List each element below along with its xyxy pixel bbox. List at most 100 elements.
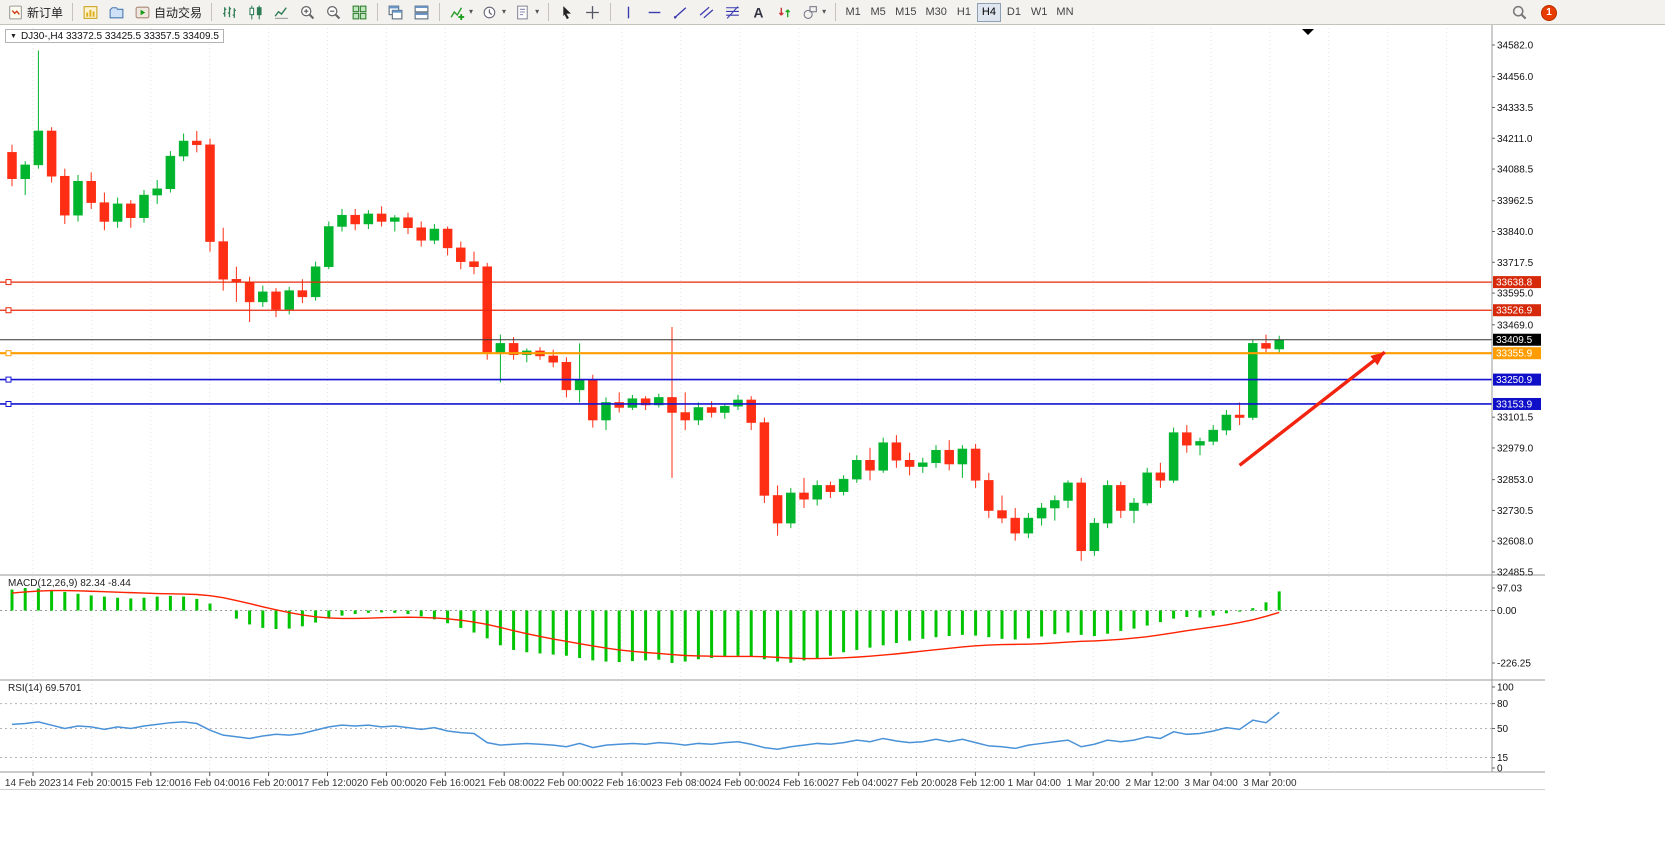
candle-body bbox=[693, 407, 704, 421]
candle-body bbox=[997, 510, 1007, 519]
candle-body bbox=[390, 217, 400, 222]
candle-body bbox=[231, 279, 242, 283]
horizontal-line-button[interactable] bbox=[642, 2, 667, 23]
profiles-button[interactable] bbox=[104, 2, 129, 23]
candle-body bbox=[561, 361, 572, 391]
price-line-handle[interactable] bbox=[5, 400, 12, 407]
timeframe-h4-button[interactable]: H4 bbox=[976, 2, 1001, 22]
timeframe-w1-button[interactable]: W1 bbox=[1027, 3, 1052, 22]
timeframe-m1-button[interactable]: M1 bbox=[841, 3, 865, 22]
trend-arrow-head[interactable] bbox=[1370, 352, 1385, 366]
time-axis-label: 27 Feb 04:00 bbox=[828, 778, 887, 789]
vertical-line-button[interactable] bbox=[616, 2, 641, 23]
periods-button[interactable]: ▾ bbox=[478, 2, 510, 23]
line-chart-icon bbox=[274, 6, 288, 19]
price-badge bbox=[1493, 373, 1541, 386]
candle-body bbox=[772, 495, 783, 524]
price-badge bbox=[1493, 347, 1541, 360]
shapes-tool-button[interactable]: ▾ bbox=[798, 2, 830, 23]
candle-body bbox=[640, 398, 651, 406]
timeframe-mn-button[interactable]: MN bbox=[1052, 3, 1077, 22]
candlestick-chart-button[interactable] bbox=[243, 2, 268, 23]
crosshair-button[interactable] bbox=[580, 2, 605, 23]
timeframe-m5-button[interactable]: M5 bbox=[866, 3, 890, 22]
notification-badge[interactable]: 1 bbox=[1541, 4, 1557, 21]
price-axis-label: 32979.0 bbox=[1497, 443, 1534, 454]
chart-dropdown-icon: ▼ bbox=[10, 32, 17, 40]
macd-signal-line bbox=[11, 589, 1280, 660]
price-line-handle[interactable] bbox=[5, 350, 12, 357]
timeframe-d1-button[interactable]: D1 bbox=[1002, 3, 1026, 22]
tile-horizontal-button[interactable] bbox=[409, 2, 434, 23]
candle-body bbox=[548, 355, 558, 363]
candle-body bbox=[20, 164, 30, 179]
cascade-windows-button[interactable] bbox=[383, 2, 408, 23]
rsi-axis-label: 100 bbox=[1497, 683, 1514, 694]
search-button[interactable] bbox=[1507, 2, 1532, 23]
price-axis-label: 32853.0 bbox=[1497, 475, 1534, 486]
symbol-info[interactable]: ▼ DJ30-,H4 33372.5 33425.5 33357.5 33409… bbox=[5, 29, 224, 43]
price-axis-label: 32730.5 bbox=[1497, 506, 1534, 517]
candle-body bbox=[376, 213, 387, 222]
zoom-in-button[interactable] bbox=[295, 2, 320, 23]
price-line-handle[interactable] bbox=[5, 307, 12, 314]
candle-body bbox=[812, 485, 822, 500]
time-axis-label: 1 Mar 04:00 bbox=[1008, 778, 1062, 789]
candle-body bbox=[1076, 482, 1086, 552]
toolbar-separator bbox=[72, 3, 74, 21]
autotrading-button[interactable]: 自动交易 bbox=[130, 2, 206, 23]
cursor-icon bbox=[563, 5, 572, 19]
channel-button[interactable] bbox=[694, 2, 719, 23]
candle-body bbox=[1050, 500, 1060, 509]
trendline-button[interactable] bbox=[668, 2, 693, 23]
timeframe-h1-button[interactable]: H1 bbox=[952, 3, 976, 22]
candle-body bbox=[825, 485, 836, 492]
svg-text:A: A bbox=[754, 4, 764, 20]
fibonacci-button[interactable] bbox=[720, 2, 745, 23]
rsi-axis-label: 50 bbox=[1497, 724, 1509, 735]
candle-body bbox=[112, 203, 123, 222]
main-toolbar: 新订单 自动交易 ▾ ▾ ▾ bbox=[0, 0, 1665, 25]
tile-windows-icon bbox=[352, 5, 367, 19]
price-line-handle[interactable] bbox=[5, 279, 12, 286]
chart-shift-marker[interactable] bbox=[1302, 29, 1314, 35]
line-chart-button[interactable] bbox=[269, 2, 294, 23]
candle-body bbox=[7, 152, 17, 179]
time-axis-label: 15 Feb 12:00 bbox=[121, 778, 180, 789]
toolbar-right-group: 1 bbox=[1507, 0, 1557, 25]
price-badge bbox=[1493, 397, 1541, 410]
timeframe-m30-button[interactable]: M30 bbox=[922, 3, 951, 22]
price-badge-label: 33250.9 bbox=[1496, 375, 1533, 386]
time-axis-label: 20 Feb 00:00 bbox=[357, 778, 416, 789]
candle-body bbox=[1116, 485, 1126, 511]
candle-body bbox=[918, 462, 928, 467]
tile-windows-button[interactable] bbox=[347, 2, 372, 23]
candle-body bbox=[165, 155, 176, 190]
bar-chart-button[interactable] bbox=[217, 2, 242, 23]
autotrading-icon bbox=[135, 6, 150, 18]
text-tool-button[interactable]: A bbox=[746, 2, 771, 23]
indicators-button[interactable]: ▾ bbox=[445, 2, 477, 23]
candle-body bbox=[1182, 432, 1192, 446]
candle-body bbox=[1234, 414, 1245, 418]
time-axis-label: 1 Mar 20:00 bbox=[1067, 778, 1121, 789]
new-chart-button[interactable] bbox=[78, 2, 103, 23]
candle-body bbox=[574, 379, 585, 391]
new-order-button[interactable]: 新订单 bbox=[3, 2, 67, 23]
symbol-ohlc-text: DJ30-,H4 33372.5 33425.5 33357.5 33409.5 bbox=[20, 30, 219, 42]
shapes-tool-icon bbox=[803, 5, 817, 19]
chart-window: 34582.0 34456.0 34333.5 34211.0 34088.5 33962… bbox=[0, 25, 1665, 841]
cursor-button[interactable] bbox=[554, 2, 579, 23]
time-axis-label: 20 Feb 16:00 bbox=[416, 778, 475, 789]
candle-body bbox=[324, 226, 334, 267]
zoom-in-icon bbox=[301, 5, 315, 19]
arrows-tool-button[interactable] bbox=[772, 2, 797, 23]
templates-button[interactable]: ▾ bbox=[511, 2, 543, 23]
trend-arrow-line[interactable] bbox=[1238, 350, 1386, 467]
price-line-handle[interactable] bbox=[5, 376, 12, 383]
timeframe-m15-button[interactable]: M15 bbox=[891, 3, 920, 22]
zoom-out-button[interactable] bbox=[321, 2, 346, 23]
price-badge-label: 33355.9 bbox=[1496, 349, 1533, 360]
macd-label: MACD(12,26,9) 82.34 -8.44 bbox=[8, 578, 131, 589]
rsi-label: RSI(14) 69.5701 bbox=[8, 683, 82, 694]
